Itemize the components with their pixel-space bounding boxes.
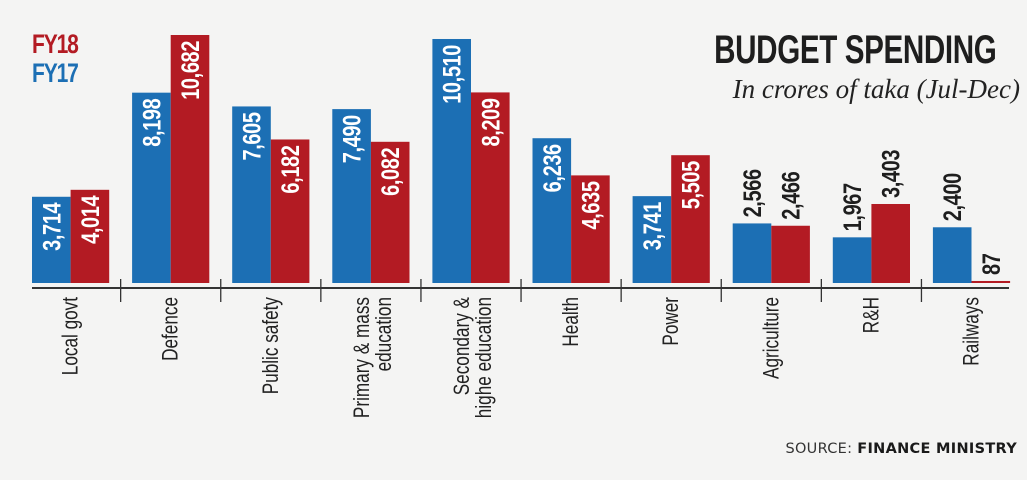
value-label-fy17-7: 2,566	[739, 169, 767, 217]
category-label-7: Agriculture	[758, 297, 783, 379]
value-label-fy17-9: 2,400	[939, 173, 967, 221]
bar-fy18-9	[971, 280, 1011, 283]
cropped-article-text-edge	[0, 60, 6, 480]
value-label-fy17-8: 1,967	[839, 183, 867, 231]
value-label-fy18-1: 10,682	[177, 41, 205, 100]
bar-fy17-9	[932, 227, 972, 283]
bar-fy17-4	[432, 38, 471, 284]
bar-fy17-6	[632, 196, 672, 283]
bar-fy17-1	[132, 92, 171, 283]
bar-fy18-5	[571, 175, 610, 283]
bar-fy18-6	[671, 155, 710, 283]
bar-fy17-2	[232, 106, 271, 283]
category-labels-layer: Local govt Defence Public safety Primary & …	[58, 297, 984, 418]
source-name: FINANCE MINISTRY	[857, 441, 1017, 457]
bar-fy17-5	[532, 138, 572, 283]
bar-fy18-4	[471, 92, 510, 283]
value-label-fy18-6: 5,505	[678, 161, 706, 210]
value-label-fy18-4: 8,209	[477, 98, 505, 146]
category-label-5: Health	[558, 297, 583, 347]
value-label-fy17-5: 6,236	[539, 144, 567, 192]
value-label-fy18-5: 4,635	[577, 181, 605, 230]
category-label-9: Railways	[959, 297, 984, 366]
bars-layer	[32, 35, 1011, 284]
value-label-fy17-6: 3,741	[639, 202, 667, 251]
chart-subtitle: In crores of taka (Jul-Dec)	[732, 74, 1020, 104]
legend: FY18 FY17	[32, 29, 79, 88]
x-axis	[32, 279, 1009, 302]
value-labels-layer: 3,714 4,014 8,198 10,682 7,605 6,182 7,490 6,08…	[38, 41, 1006, 275]
bar-fy18-3	[370, 141, 410, 283]
bar-fy17-8	[832, 237, 872, 283]
category-label-0: Local govt	[58, 297, 83, 375]
bar-fy17-0	[32, 196, 71, 283]
value-label-fy17-0: 3,714	[38, 202, 66, 251]
value-label-fy17-2: 7,605	[239, 112, 267, 161]
category-label-2: Public safety	[258, 297, 283, 394]
value-label-fy17-4: 10,510	[439, 45, 467, 104]
value-label-fy17-3: 7,490	[339, 115, 367, 163]
value-label-fy18-7: 2,466	[778, 172, 806, 220]
value-label-fy18-2: 6,182	[277, 145, 305, 193]
category-label-4: Secondary &highe education	[449, 297, 496, 418]
category-label-8: R&H	[858, 297, 883, 333]
value-label-fy18-8: 3,403	[878, 150, 906, 198]
bar-fy18-0	[70, 189, 110, 283]
bar-fy18-8	[871, 203, 910, 283]
category-label-6: Power	[658, 297, 683, 346]
source-note: SOURCE: FINANCE MINISTRY	[785, 441, 1017, 457]
bar-fy17-3	[332, 109, 371, 283]
bar-fy18-2	[270, 139, 310, 283]
value-label-fy18-9: 87	[978, 253, 1006, 275]
source-prefix: SOURCE:	[785, 441, 853, 457]
legend-fy18: FY18	[32, 29, 79, 59]
category-label-3: Primary & masseducation	[349, 297, 396, 418]
chart-title: BUDGET SPENDING	[713, 28, 997, 72]
bar-fy18-1	[170, 35, 210, 283]
value-label-fy18-0: 4,014	[77, 195, 105, 244]
value-label-fy18-3: 6,082	[377, 148, 405, 196]
category-label-1: Defence	[158, 297, 183, 361]
bar-fy18-7	[771, 225, 810, 283]
legend-fy17: FY17	[32, 58, 79, 88]
bar-fy17-7	[732, 223, 772, 283]
value-label-fy17-1: 8,198	[138, 98, 166, 147]
